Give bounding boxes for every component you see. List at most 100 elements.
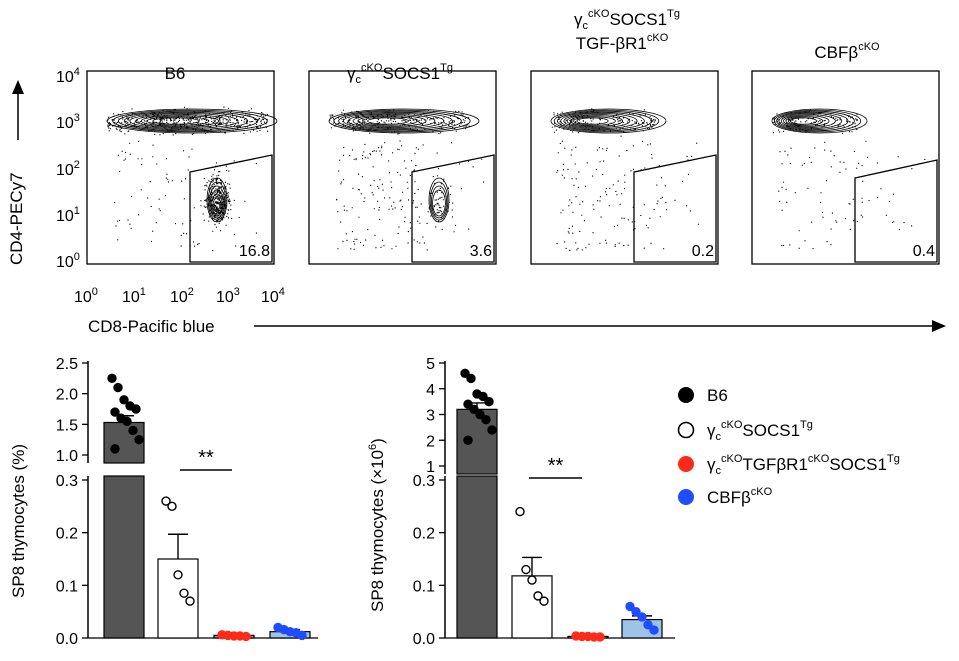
- y-tick-label: 4: [426, 382, 435, 399]
- data-point: [533, 591, 543, 601]
- bar-1: [511, 575, 553, 639]
- svg-text:102: 102: [170, 286, 194, 306]
- svg-text:100: 100: [74, 286, 98, 306]
- y-tick-label: 2.5: [56, 356, 78, 373]
- contour-line: [152, 117, 200, 125]
- flow-panel-3-contours: [550, 108, 667, 134]
- contour-line: [207, 181, 227, 221]
- contour-line: [140, 115, 220, 127]
- data-point: [161, 496, 171, 506]
- contour-line: [430, 185, 447, 219]
- contour-line: [773, 109, 862, 133]
- data-point: [119, 395, 129, 405]
- svg-text:103: 103: [56, 112, 80, 132]
- contour-line: [328, 108, 480, 134]
- contour-line: [429, 181, 449, 221]
- bar2-y-axis-label: SP8 thymocytes (×106): [367, 438, 387, 612]
- gate-panel-2: [411, 154, 495, 263]
- data-point: [539, 596, 549, 606]
- data-point: [297, 630, 307, 641]
- contour-line: [576, 117, 609, 125]
- flow-contours: [106, 108, 868, 223]
- legend-marker-gc-tgfbr1-socs1: [678, 456, 694, 472]
- gate-pct-panel-2: 3.6: [470, 243, 492, 260]
- contour-line: [146, 116, 210, 126]
- bar-chart-count: 1 2 3 4 5 0.0 0.1 0.2 0.3 **: [413, 356, 675, 648]
- gate-panel-1: [189, 154, 273, 263]
- y-tick-label: 1: [426, 459, 435, 476]
- svg-text:104: 104: [56, 66, 80, 86]
- legend-marker-gc-socs1: [677, 421, 695, 439]
- contour-line: [210, 189, 224, 217]
- data-point: [167, 501, 177, 512]
- contour-line: [343, 111, 453, 131]
- data-point: [469, 404, 479, 415]
- data-point: [478, 391, 488, 402]
- svg-text:100: 100: [56, 251, 80, 271]
- data-point: [463, 399, 473, 409]
- contour-line: [569, 115, 624, 127]
- data-point: [649, 625, 659, 635]
- contour-line: [432, 189, 446, 217]
- data-point: [643, 620, 653, 630]
- y-tick-label: 0.3: [413, 473, 435, 490]
- flow-y-axis-arrowhead: [12, 80, 24, 94]
- contour-line: [553, 109, 660, 133]
- y-tick-label: 0.1: [413, 578, 435, 595]
- contour-line: [778, 111, 849, 131]
- contour-line: [206, 177, 228, 223]
- contour-line: [362, 116, 418, 126]
- gate-pct-panel-4: 0.4: [913, 243, 935, 260]
- flow-panels: B6 γccKOSOCS1Tg γccKOSOCS1Tg TGF-βR1cKO …: [7, 8, 946, 336]
- bar-upper-B6: [456, 408, 498, 475]
- flow-panel-2-contours: [328, 108, 480, 223]
- significance-label: **: [548, 455, 564, 477]
- flow-panel-4-contours: [771, 108, 868, 134]
- flow-x-axis-label: CD8-Pacific blue: [88, 317, 215, 336]
- contour-line: [112, 109, 268, 133]
- contour-line: [129, 113, 239, 130]
- svg-text:104: 104: [261, 286, 285, 306]
- data-point: [173, 570, 183, 580]
- flow-x-ticks: 100 101 102 103 104: [74, 286, 285, 306]
- contour-line: [776, 110, 855, 132]
- contour-line: [771, 108, 868, 134]
- panel-title-cbfb: CBFβcKO: [814, 41, 880, 62]
- contour-line: [212, 197, 222, 213]
- flow-panel-4-frame: [751, 70, 940, 265]
- bar-chart-percent: 1.0 1.5 2.0 2.5 0.0 0.1 0.2 0.3 **: [56, 356, 318, 648]
- data-point: [521, 564, 531, 575]
- legend: B6 γccKOSOCS1Tg γccKOTGFβR1cKOSOCS1Tg CB…: [677, 386, 900, 507]
- legend-label-gc-tgfbr1-socs1: γccKOTGFβR1cKOSOCS1Tg: [707, 453, 900, 477]
- data-point: [185, 596, 195, 606]
- data-point: [179, 588, 189, 598]
- legend-marker-b6: [678, 387, 694, 403]
- contour-line: [780, 113, 843, 130]
- data-point: [484, 396, 494, 407]
- contour-line: [357, 115, 427, 127]
- data-point: [487, 425, 497, 435]
- flow-panel-1-frame: [86, 70, 275, 265]
- legend-label-gc-socs1: γccKOSOCS1Tg: [707, 419, 813, 443]
- data-point: [110, 407, 120, 417]
- y-tick-label: 1.5: [56, 417, 78, 434]
- panel-title-gc-socs1-tgfbr1-line1: γccKOSOCS1Tg: [574, 8, 680, 32]
- y-tick-label: 5: [426, 356, 435, 373]
- data-point: [131, 404, 141, 414]
- contour-line: [560, 111, 645, 131]
- data-point: [515, 506, 525, 517]
- bar-lower-B6: [456, 475, 498, 639]
- contour-line: [118, 110, 258, 132]
- data-point: [134, 434, 144, 445]
- contour-line: [338, 110, 462, 132]
- flow-y-ticks: 104 103 102 101 100: [56, 66, 80, 271]
- y-tick-label: 2.0: [56, 387, 78, 404]
- panel-title-b6: B6: [165, 64, 186, 83]
- data-point: [122, 416, 132, 426]
- legend-label-b6: B6: [707, 386, 728, 405]
- bar-lower-B6: [103, 475, 145, 639]
- gate-pct-panel-1: 16.8: [239, 243, 270, 260]
- contour-line: [213, 201, 221, 211]
- data-point: [128, 425, 138, 436]
